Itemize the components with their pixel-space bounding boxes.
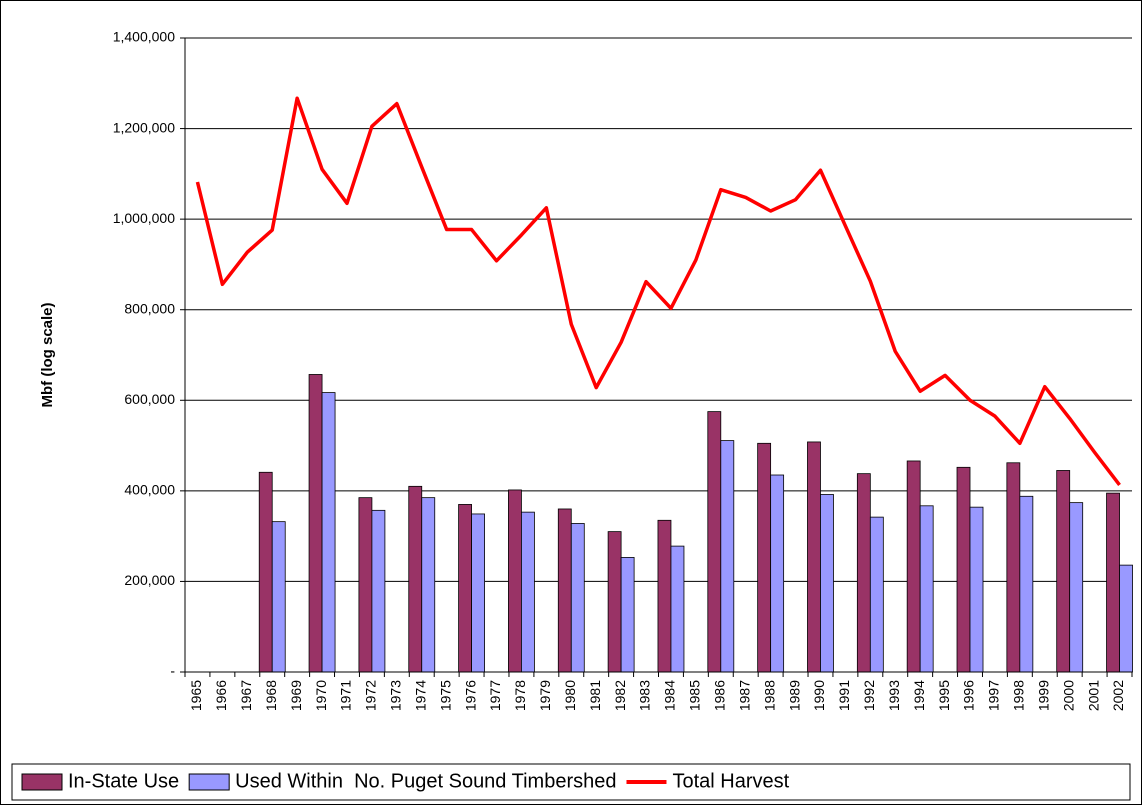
x-tick-label: 1986	[712, 680, 728, 711]
x-tick-label: 1979	[537, 680, 553, 711]
x-tick-label: 1975	[437, 680, 453, 711]
x-tick-label: 1999	[1035, 680, 1051, 711]
bar	[820, 494, 834, 673]
bar	[707, 411, 722, 673]
y-tick-label: 1,200,000	[113, 119, 175, 135]
bar	[607, 531, 622, 673]
x-tick-label: 1994	[911, 680, 927, 711]
x-tick-label: 1998	[1011, 680, 1027, 711]
x-tick-label: 1996	[961, 680, 977, 711]
x-tick-label: 1980	[562, 680, 578, 711]
bar	[670, 545, 685, 673]
y-tick-label: 800,000	[124, 300, 175, 316]
bar	[521, 511, 535, 673]
bar	[408, 485, 423, 673]
bar	[969, 506, 984, 673]
y-tick-label: 600,000	[124, 391, 175, 407]
bar	[856, 473, 871, 673]
y-tick-label: -	[170, 663, 175, 679]
x-tick-label: 1990	[811, 680, 827, 711]
legend-swatch	[21, 773, 63, 791]
x-tick-label: 1968	[263, 680, 279, 711]
bar	[657, 519, 672, 673]
x-tick-label: 1997	[986, 680, 1002, 711]
bar	[1006, 462, 1021, 673]
x-tick-label: 1995	[936, 680, 952, 711]
y-tick-label: 1,000,000	[113, 210, 175, 226]
x-tick-label: 2001	[1085, 680, 1101, 711]
x-tick-label: 1967	[238, 680, 254, 711]
bar	[421, 497, 436, 673]
x-tick-label: 1991	[836, 680, 852, 711]
bar	[956, 466, 971, 673]
x-tick-label: 1978	[512, 680, 528, 711]
x-tick-label: 1989	[786, 680, 802, 711]
y-tick-label: 400,000	[124, 482, 175, 498]
x-tick-label: 1970	[313, 680, 329, 711]
bar	[471, 513, 485, 673]
legend-swatch	[188, 773, 230, 791]
x-tick-label: 1976	[462, 680, 478, 711]
bar	[1106, 492, 1120, 673]
legend-label: In-State Use	[68, 770, 179, 792]
x-tick-label: 1987	[736, 680, 752, 711]
x-tick-label: 1966	[213, 680, 229, 711]
bar	[321, 392, 336, 673]
bar	[271, 521, 286, 673]
x-tick-label: 2000	[1060, 680, 1076, 711]
bar	[458, 504, 472, 673]
bar	[919, 505, 934, 673]
y-axis-title: Mbf (log scale)	[39, 302, 56, 407]
x-tick-label: 1981	[587, 680, 603, 711]
x-tick-label: 1984	[662, 680, 678, 711]
y-tick-label: 200,000	[124, 572, 175, 588]
x-tick-label: 1992	[861, 680, 877, 711]
x-tick-label: 1969	[288, 680, 304, 711]
x-tick-label: 1973	[388, 680, 404, 711]
bar	[757, 442, 772, 673]
bar	[1056, 470, 1071, 673]
x-tick-label: 1982	[612, 680, 628, 711]
bar	[1019, 495, 1034, 673]
x-tick-label: 1972	[363, 680, 379, 711]
legend-label: Total Harvest	[672, 770, 789, 792]
bar	[308, 374, 323, 673]
bar	[258, 471, 273, 673]
bar	[620, 557, 635, 673]
legend-label: Used Within No. Puget Sound Timbershed	[235, 770, 616, 792]
bar	[557, 508, 572, 673]
x-tick-label: 1974	[412, 680, 428, 711]
x-tick-label: 1983	[637, 680, 653, 711]
x-tick-label: 2002	[1110, 680, 1126, 711]
line	[195, 96, 1121, 487]
bar	[869, 516, 884, 673]
x-tick-label: 1985	[687, 680, 703, 711]
x-tick-label: 1993	[886, 680, 902, 711]
bar	[720, 440, 735, 673]
bar	[1069, 502, 1084, 673]
bar	[770, 474, 785, 673]
x-tick-label: 1965	[188, 680, 204, 711]
x-tick-label: 1988	[761, 680, 777, 711]
x-tick-label: 1977	[487, 680, 503, 711]
x-tick-label: 1971	[338, 680, 354, 711]
bar	[358, 497, 373, 673]
bar	[570, 523, 585, 673]
bar	[371, 509, 386, 673]
bar	[1119, 564, 1133, 673]
y-tick-label: 1,400,000	[113, 29, 175, 45]
bar	[906, 460, 921, 673]
bar	[508, 489, 522, 673]
bar	[807, 441, 821, 673]
